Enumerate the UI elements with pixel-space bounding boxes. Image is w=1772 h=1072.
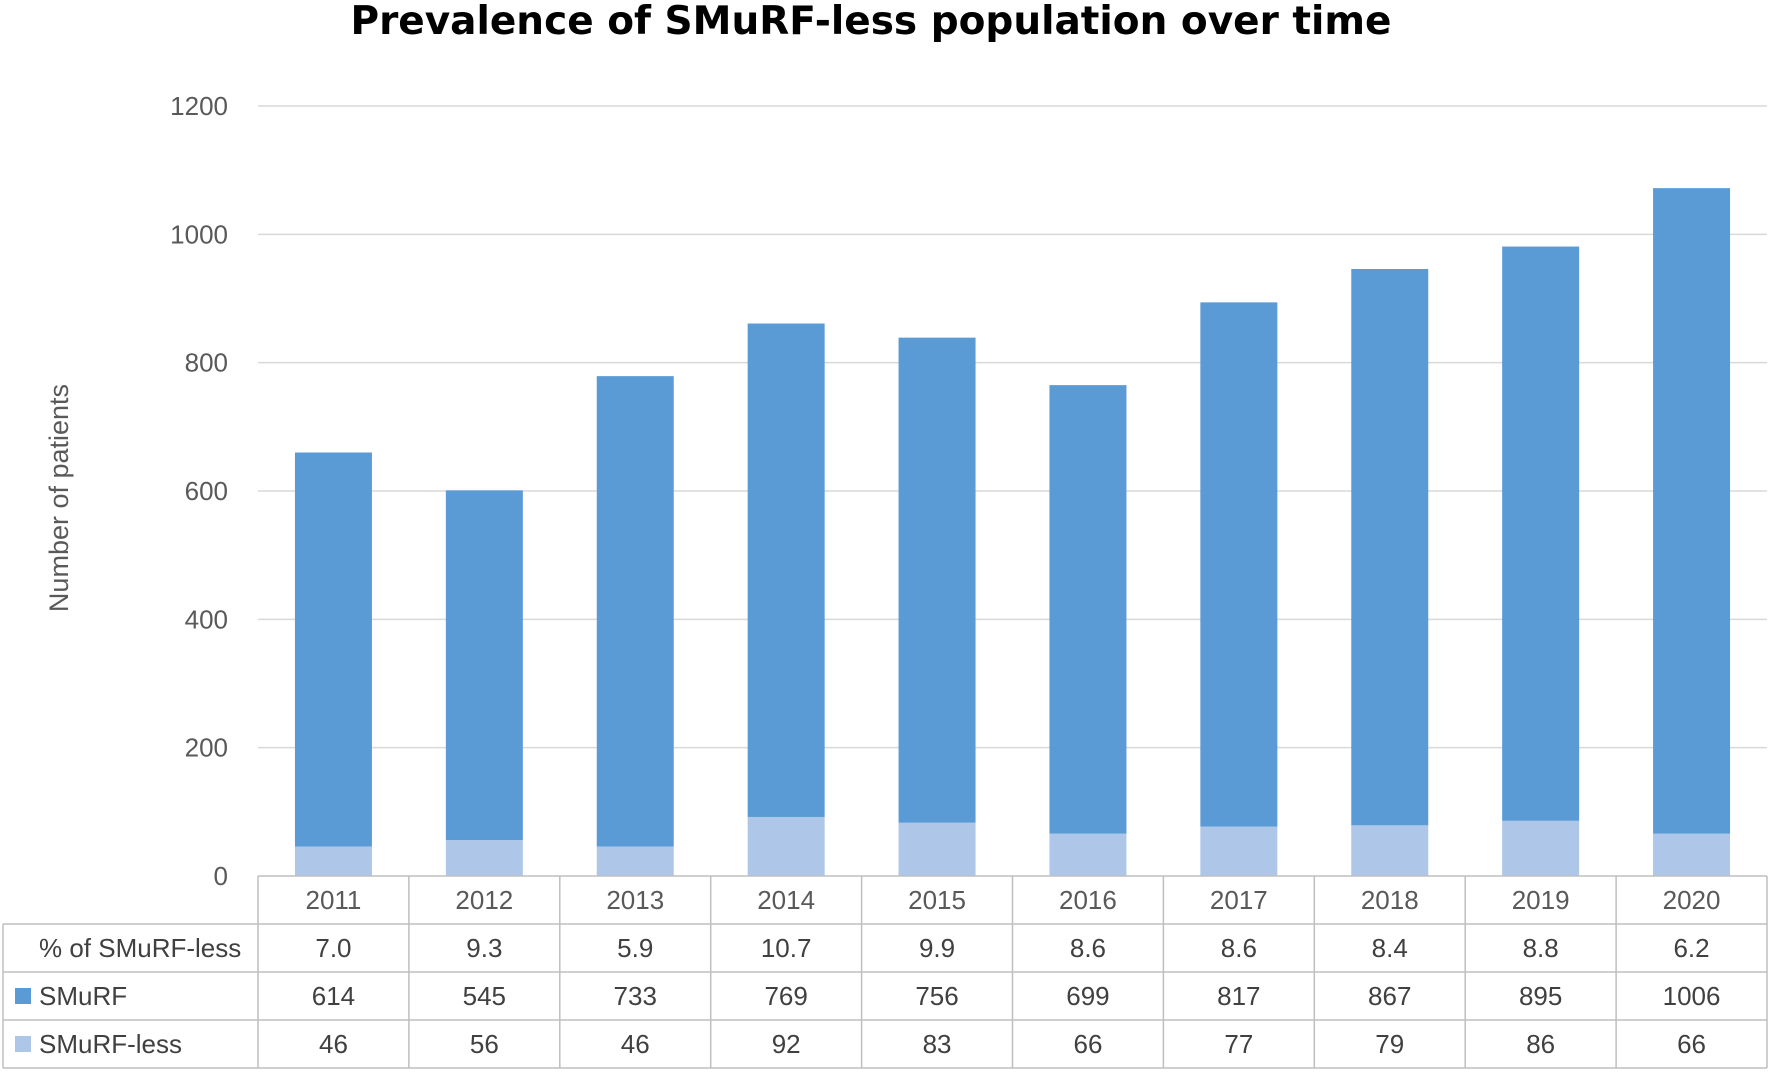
table-cell: 79 — [1375, 1029, 1404, 1059]
table-cell: 9.3 — [466, 933, 502, 963]
y-tick-label: 800 — [185, 348, 228, 378]
table-row-label: % of SMuRF-less — [39, 933, 241, 963]
bar-smurf-less-2018 — [1351, 825, 1429, 876]
bar-smurf-less-2013 — [596, 846, 674, 876]
table-cell: 7.0 — [315, 933, 351, 963]
bar-smurf-2011 — [294, 452, 372, 847]
y-tick-label: 0 — [214, 861, 228, 891]
legend-key — [15, 1036, 31, 1052]
table-cell: 1006 — [1663, 981, 1721, 1011]
bar-smurf-2012 — [445, 490, 523, 841]
bar-smurf-2015 — [898, 337, 976, 823]
table-cell: 8.4 — [1372, 933, 1408, 963]
table-cell: 8.8 — [1523, 933, 1559, 963]
table-row-label: SMuRF — [39, 981, 127, 1011]
table-cell: 92 — [772, 1029, 801, 1059]
table-cell: 699 — [1066, 981, 1109, 1011]
table-cell: 8.6 — [1070, 933, 1106, 963]
table-cell: 769 — [764, 981, 807, 1011]
bar-smurf-less-2011 — [294, 846, 372, 876]
bar-smurf-less-2014 — [747, 816, 825, 876]
x-tick-label: 2018 — [1361, 885, 1419, 915]
table-cell: 77 — [1224, 1029, 1253, 1059]
x-tick-label: 2014 — [757, 885, 815, 915]
x-tick-label: 2015 — [908, 885, 966, 915]
x-tick-label: 2020 — [1663, 885, 1721, 915]
table-cell: 5.9 — [617, 933, 653, 963]
y-tick-label: 600 — [185, 476, 228, 506]
bar-smurf-less-2012 — [445, 840, 523, 876]
bar-smurf-less-2019 — [1502, 820, 1580, 876]
bar-smurf-less-2015 — [898, 822, 976, 876]
y-tick-label: 200 — [185, 733, 228, 763]
x-tick-label: 2013 — [606, 885, 664, 915]
bar-smurf-2018 — [1351, 268, 1429, 826]
y-tick-label: 1200 — [170, 91, 228, 121]
bar-smurf-2014 — [747, 323, 825, 817]
table-cell: 46 — [621, 1029, 650, 1059]
y-tick-label: 400 — [185, 604, 228, 634]
bar-smurf-less-2016 — [1049, 833, 1127, 876]
table-cell: 733 — [614, 981, 657, 1011]
table-cell: 66 — [1677, 1029, 1706, 1059]
table-cell: 9.9 — [919, 933, 955, 963]
bar-smurf-2013 — [596, 376, 674, 847]
table-cell: 545 — [463, 981, 506, 1011]
bar-smurf-2019 — [1502, 246, 1580, 821]
chart-title: Prevalence of SMuRF-less population over… — [350, 0, 1391, 44]
table-row-label: SMuRF-less — [39, 1029, 182, 1059]
table-cell: 66 — [1073, 1029, 1102, 1059]
data-table: 2011 2012 2013 2014 2015 2016 2017 2018 2019 2020… — [2, 875, 1768, 1069]
bar-smurf-2017 — [1200, 302, 1278, 827]
table-cell: 895 — [1519, 981, 1562, 1011]
bar-smurf-less-2017 — [1200, 826, 1278, 876]
legend-key — [15, 988, 31, 1004]
table-cell: 867 — [1368, 981, 1411, 1011]
y-tick-label: 1000 — [170, 219, 228, 249]
table-cell: 756 — [915, 981, 958, 1011]
y-axis-ticks: 0 200 400 600 800 1000 1200 — [170, 91, 228, 891]
bar-smurf-less-2020 — [1653, 833, 1731, 876]
x-tick-label: 2016 — [1059, 885, 1117, 915]
table-cell: 817 — [1217, 981, 1260, 1011]
table-cell: 56 — [470, 1029, 499, 1059]
y-axis-label: Number of patients — [44, 384, 74, 612]
table-cell: 8.6 — [1221, 933, 1257, 963]
table-cell: 46 — [319, 1029, 348, 1059]
x-tick-label: 2012 — [455, 885, 513, 915]
bar-smurf-2016 — [1049, 385, 1127, 834]
bar-smurf-2020 — [1653, 188, 1731, 834]
bars — [294, 188, 1731, 876]
x-tick-label: 2011 — [305, 885, 361, 915]
table-cell: 10.7 — [761, 933, 812, 963]
table-cell: 83 — [923, 1029, 952, 1059]
x-tick-label: 2019 — [1512, 885, 1570, 915]
table-cell: 6.2 — [1673, 933, 1709, 963]
x-tick-label: 2017 — [1210, 885, 1268, 915]
table-cell: 86 — [1526, 1029, 1555, 1059]
table-cell: 614 — [312, 981, 355, 1011]
